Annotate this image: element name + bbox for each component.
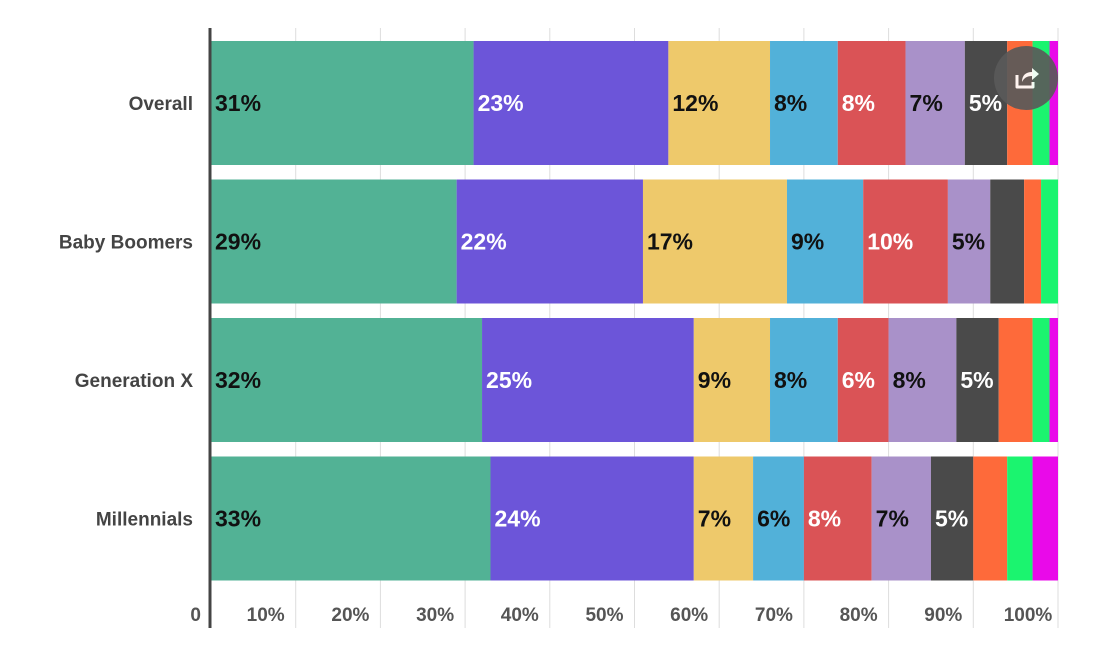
data-label: 7% [698,506,731,532]
data-label: 8% [808,506,841,532]
data-label: 8% [842,90,875,116]
x-tick-label: 100% [1004,605,1053,626]
data-label: 31% [215,90,261,116]
data-label: 10% [867,229,913,255]
bar-segment [1041,179,1058,304]
bar-segment [473,41,669,165]
bar-segment [837,318,889,442]
bar-segment [947,179,991,304]
data-label: 12% [672,90,718,116]
bar-segment [888,318,957,442]
x-tick-label: 50% [585,605,623,626]
category-label: Overall [129,94,193,115]
bar-segment [642,179,787,304]
data-label: 5% [969,90,1002,116]
data-label: 22% [461,229,507,255]
bar-segment [863,179,948,304]
bar-segment [211,318,483,442]
bar-segment [1007,456,1033,581]
bar-segment [668,41,771,165]
bar-segment [1032,318,1050,442]
bar-segment [770,318,838,442]
share-icon [1015,68,1039,89]
bar-segment [990,179,1025,304]
data-label: 9% [698,367,731,393]
bar-segment [930,456,974,581]
bar-segment [786,179,864,304]
data-label: 7% [876,506,909,532]
bar-segment [211,41,474,165]
x-tick-label: 80% [840,605,878,626]
data-label: 9% [791,229,824,255]
x-tick-label: 60% [670,605,708,626]
x-tick-label: 90% [924,605,962,626]
data-label: 7% [910,90,943,116]
bar-segment [753,456,804,581]
bar-segment [211,179,457,304]
data-label: 8% [774,367,807,393]
data-label: 23% [478,90,524,116]
bar-segment [490,456,694,581]
data-label: 29% [215,229,261,255]
bar-segment [956,318,999,442]
x-tick-label: 30% [416,605,454,626]
data-label: 32% [215,367,261,393]
data-label: 8% [774,90,807,116]
bar-segment [837,41,906,165]
data-label: 24% [495,506,541,532]
data-label: 5% [935,506,968,532]
x-tick-label: 0 [190,605,201,626]
data-label: 5% [960,367,993,393]
bar-segment [693,456,754,581]
bar-segment [905,41,965,165]
x-tick-label: 10% [247,605,285,626]
data-label: 17% [647,229,693,255]
bar-segment [770,41,838,165]
bar-segment [973,456,1008,581]
data-label: 8% [893,367,926,393]
data-label: 33% [215,506,261,532]
x-tick-label: 70% [755,605,793,626]
category-label: Millennials [96,510,193,531]
share-button[interactable] [994,46,1058,110]
bar-segment [693,318,771,442]
x-tick-label: 20% [331,605,369,626]
bar-segment [482,318,694,442]
data-label: 5% [952,229,985,255]
x-tick-label: 40% [501,605,539,626]
bar-segment [871,456,931,581]
data-label: 25% [486,367,532,393]
category-label: Generation X [75,371,194,392]
data-label: 6% [757,506,790,532]
bar-segment [1032,456,1058,581]
bar-segment [998,318,1033,442]
bar-segment [803,456,872,581]
bar-segment [1049,318,1058,442]
bar-segment [456,179,643,304]
data-label: 6% [842,367,875,393]
bar-segment [1049,41,1058,165]
bar-segment [211,456,491,581]
bar-segment [1024,179,1042,304]
category-label: Baby Boomers [59,233,193,254]
